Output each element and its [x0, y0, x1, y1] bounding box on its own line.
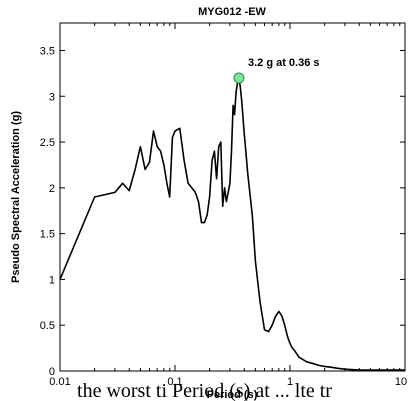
- cropped-caption-text: the worst ti Period (s) at ... lte tr: [77, 382, 332, 401]
- x-axis: 0.01 0.1 1 10: [49, 23, 407, 388]
- x-tick-label: 1: [287, 376, 293, 388]
- peak-marker: [233, 72, 245, 84]
- y-tick-label: 3.5: [40, 45, 55, 57]
- y-tick-label: 2: [49, 183, 55, 195]
- spectrum-line: [59, 77, 405, 371]
- chart-title: MYG012 -EW: [198, 6, 266, 18]
- peak-annotation: 3.2 g at 0.36 s: [248, 57, 320, 69]
- x-axis-label: Period (s): [207, 389, 258, 401]
- y-axis-label: Pseudo Spectral Acceleration (g): [10, 111, 22, 283]
- x-tick-label: 10: [395, 376, 407, 388]
- plot-area: [59, 22, 406, 372]
- y-axis: 0 0.5 1 1.5 2 2.5 3 3.5: [40, 45, 405, 378]
- y-tick-label: 2.5: [40, 137, 55, 149]
- y-tick-label: 3: [49, 91, 55, 103]
- x-tick-label: 0.1: [167, 376, 182, 388]
- y-tick-label: 1: [49, 274, 55, 286]
- y-tick-label: 0: [49, 366, 55, 378]
- y-tick-label: 1.5: [40, 229, 55, 241]
- x-tick-label: 0.01: [49, 376, 70, 388]
- y-tick-label: 0.5: [40, 320, 55, 332]
